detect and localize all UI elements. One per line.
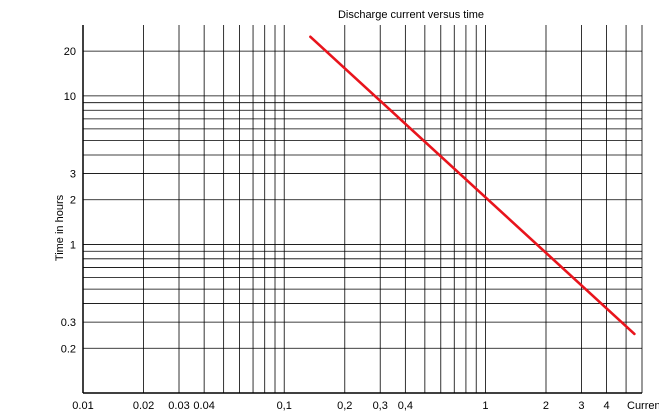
- x-axis-label: Current: [627, 400, 659, 412]
- y-tick-label: 20: [64, 46, 76, 58]
- y-tick-label: 3: [70, 169, 76, 181]
- x-tick-label: 0,4: [398, 400, 413, 412]
- y-tick-labels: 20 10 3 2 1 0.3 0.2: [61, 46, 76, 355]
- chart-title: Discharge current versus time: [338, 9, 484, 21]
- series-layer: [309, 35, 636, 336]
- y-tick-label: 0.3: [61, 317, 76, 329]
- x-tick-label: 2: [543, 400, 549, 412]
- x-tick-label: 0.04: [193, 400, 214, 412]
- x-tick-label: 0.02: [133, 400, 154, 412]
- x-tick-label: 0,2: [337, 400, 352, 412]
- x-tick-label: 0.01: [72, 400, 93, 412]
- x-tick-labels: 0.01 0.02 0.03 0.04 0,1 0,2 0,3 0,4 1 2 3 4: [72, 400, 609, 412]
- x-tick-label: 3: [578, 400, 584, 412]
- y-tick-label: 2: [70, 195, 76, 207]
- x-tick-label: 0,1: [277, 400, 292, 412]
- y-tick-label: 1: [70, 239, 76, 251]
- x-tick-label: 1: [482, 400, 488, 412]
- x-tick-label: 0.03: [168, 400, 189, 412]
- grid: [82, 25, 643, 393]
- x-tick-label: 4: [604, 400, 610, 412]
- y-tick-label: 0.2: [61, 343, 76, 355]
- x-tick-label: 0,3: [373, 400, 388, 412]
- series-line: [309, 35, 636, 336]
- y-tick-label: 10: [64, 91, 76, 103]
- y-axis-label: Time in hours: [54, 194, 66, 261]
